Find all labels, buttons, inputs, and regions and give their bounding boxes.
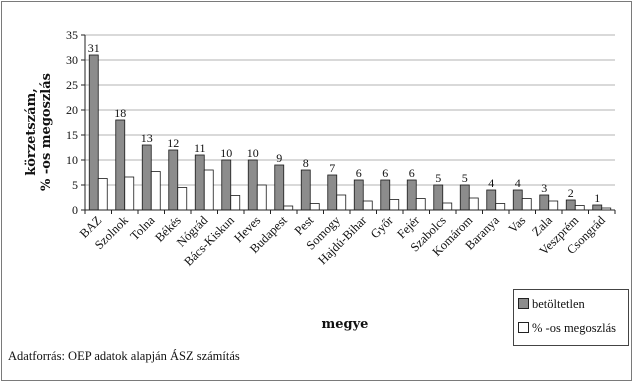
bar-betoltetlen	[141, 144, 152, 211]
y-axis-title-line1: körzetszám,	[24, 88, 39, 176]
bar-betoltetlen	[88, 54, 99, 211]
bar-megoszlas	[442, 202, 453, 211]
bar-megoszlas	[415, 198, 426, 211]
data-label: 6	[409, 166, 415, 180]
x-tick-label: Győr	[368, 213, 397, 242]
bar-betoltetlen	[327, 174, 338, 211]
data-label: 31	[88, 41, 100, 55]
y-tick-label: 15	[66, 128, 78, 142]
bar-megoszlas	[548, 200, 559, 211]
bar-megoszlas	[309, 203, 320, 211]
data-label: 1	[594, 191, 600, 205]
bar-megoszlas	[150, 171, 161, 211]
data-label: 18	[114, 106, 126, 120]
data-label: 11	[194, 141, 206, 155]
bar-betoltetlen	[486, 189, 497, 211]
bars	[88, 54, 612, 211]
bar-betoltetlen	[565, 199, 576, 211]
bar-betoltetlen	[433, 184, 444, 211]
y-axis-title-line2: % -os megoszlás	[39, 73, 54, 191]
bar-megoszlas	[362, 200, 373, 211]
bar-betoltetlen	[539, 194, 550, 211]
data-label: 13	[141, 131, 153, 145]
y-tick-label: 0	[72, 203, 78, 217]
data-label: 7	[329, 161, 335, 175]
data-label: 2	[568, 186, 574, 200]
x-tick-label: Tolna	[127, 213, 157, 243]
data-label: 4	[515, 176, 521, 190]
data-label: 10	[220, 146, 232, 160]
bar-megoszlas	[203, 169, 214, 211]
x-axis-title: megye	[322, 317, 369, 332]
bar-chart: 0510152025303531BAZ18Szolnok13Tolna12Bék…	[24, 28, 616, 332]
y-tick-label: 5	[72, 178, 78, 192]
data-label: 6	[382, 166, 388, 180]
data-label: 9	[276, 151, 282, 165]
bar-betoltetlen	[592, 204, 603, 211]
bar-megoszlas	[521, 198, 532, 211]
y-tick-label: 30	[66, 53, 78, 67]
bar-betoltetlen	[459, 184, 470, 211]
bar-betoltetlen	[274, 164, 285, 211]
legend-item-megoszlas: % -os megoszlás	[518, 321, 616, 339]
bar-betoltetlen	[194, 154, 205, 211]
bar-megoszlas	[124, 176, 135, 211]
bar-betoltetlen	[221, 159, 232, 211]
data-label: 5	[435, 171, 441, 185]
data-label: 8	[303, 156, 309, 170]
bar-betoltetlen	[512, 189, 523, 211]
legend-label: % -os megoszlás	[532, 321, 617, 335]
source-note: Adatforrás: OEP adatok alapján ÁSZ számí…	[8, 349, 240, 363]
x-tick-label: Vas	[506, 213, 529, 236]
bar-megoszlas	[177, 187, 188, 211]
bar-megoszlas	[97, 178, 108, 211]
y-tick-label: 10	[66, 153, 78, 167]
bar-megoszlas	[283, 205, 294, 211]
bar-megoszlas	[574, 205, 585, 211]
bar-betoltetlen	[247, 159, 258, 211]
legend-item-betoltetlen: betöltetlen	[518, 297, 585, 315]
bar-betoltetlen	[300, 169, 311, 211]
data-label: 3	[541, 181, 547, 195]
data-label: 10	[247, 146, 259, 160]
bar-megoszlas	[256, 184, 267, 211]
data-label: 6	[356, 166, 362, 180]
y-tick-label: 25	[66, 78, 78, 92]
legend-swatch-gray	[518, 298, 529, 309]
legend-label: betöltetlen	[532, 297, 585, 311]
bar-betoltetlen	[353, 179, 364, 211]
bar-megoszlas	[230, 195, 241, 211]
bar-megoszlas	[389, 199, 400, 211]
y-tick-label: 35	[66, 28, 78, 42]
axes	[81, 34, 616, 214]
gridlines	[85, 34, 615, 186]
bar-megoszlas	[336, 194, 347, 211]
bar-betoltetlen	[115, 119, 126, 211]
bar-megoszlas	[495, 203, 506, 211]
bar-megoszlas	[468, 197, 479, 211]
y-tick-label: 20	[66, 103, 78, 117]
legend: betöltetlen % -os megoszlás	[513, 289, 629, 346]
data-label: 5	[462, 171, 468, 185]
data-label: 4	[488, 176, 494, 190]
bar-betoltetlen	[168, 149, 179, 211]
legend-swatch-white	[518, 322, 529, 333]
bar-betoltetlen	[380, 179, 391, 211]
data-label: 12	[167, 136, 179, 150]
bar-betoltetlen	[406, 179, 417, 211]
